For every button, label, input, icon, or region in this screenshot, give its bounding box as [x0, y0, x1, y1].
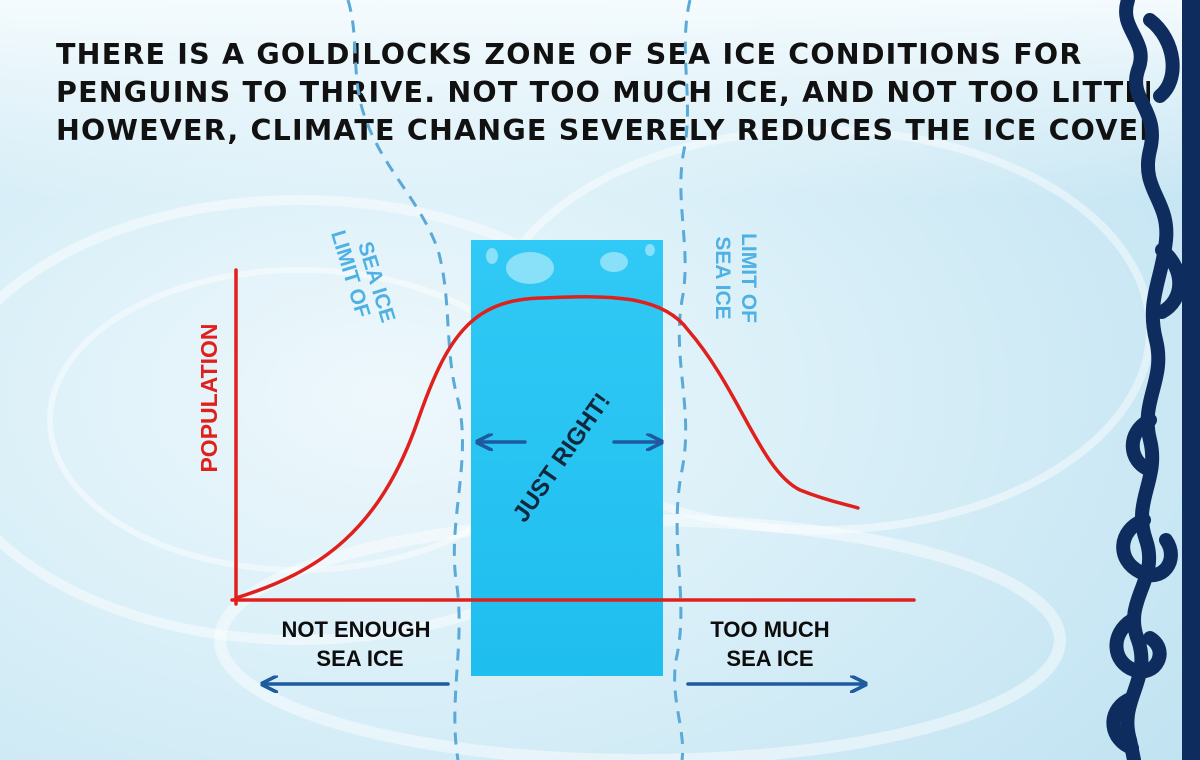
not-enough-label-line-2: SEA ICE — [316, 646, 403, 671]
headline-line-1: THERE IS A GOLDILOCKS ZONE OF SEA ICE CO… — [56, 38, 1083, 71]
just-right-zone — [471, 240, 663, 676]
too-much-label-line-1: TOO MUCH — [710, 617, 829, 642]
scribble-border — [1106, 0, 1200, 760]
ice-highlights — [486, 244, 655, 284]
y-axis-label: POPULATION — [196, 323, 222, 472]
right-limit-label-line-1: LIMIT OF — [737, 233, 760, 323]
right-limit-line — [673, 0, 692, 760]
scribble-border-fill — [1182, 0, 1200, 760]
headline-line-3: HOWEVER, CLIMATE CHANGE SEVERELY REDUCES… — [56, 114, 1150, 147]
right-limit-label-line-2: SEA ICE — [711, 236, 734, 319]
not-enough-label-line-1: NOT ENOUGH — [281, 617, 430, 642]
headline-line-2: PENGUINS TO THRIVE. NOT TOO MUCH ICE, AN… — [56, 76, 1150, 109]
left-limit-line — [346, 0, 464, 760]
headline-backdrop — [0, 0, 1200, 200]
too-much-label-line-2: SEA ICE — [726, 646, 813, 671]
headline: THERE IS A GOLDILOCKS ZONE OF SEA ICE CO… — [56, 36, 1150, 150]
population-curve — [234, 295, 860, 600]
